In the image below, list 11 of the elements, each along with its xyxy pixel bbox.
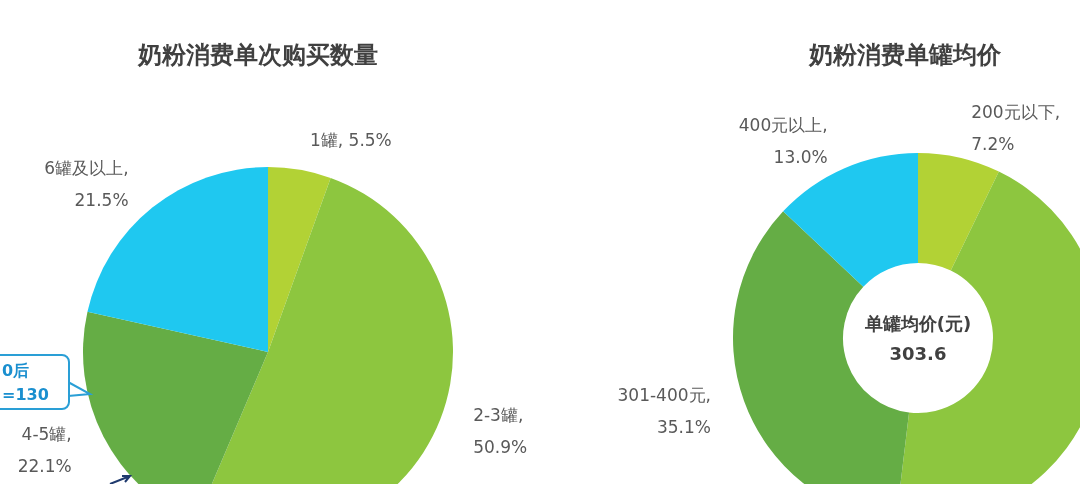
data-label: 301-400元, 35.1% — [617, 385, 711, 438]
data-label: 4-5罐, 22.1% — [17, 424, 72, 477]
data-label: 200元以下, 7.2% — [971, 102, 1061, 155]
data-label: 1罐, 5.5% — [309, 130, 392, 151]
data-label: 6罐及以上, 21.5% — [44, 158, 129, 211]
data-label: 400元以上, 13.0% — [738, 114, 828, 167]
text: 0后 =130 — [0, 354, 70, 410]
text: 单罐均价(元) 303.6 — [863, 312, 972, 364]
chart-title: 奶粉消费单次购买数量 — [137, 41, 378, 69]
chart-title: 奶粉消费单罐均价 — [808, 41, 1002, 69]
data-label: 2-3罐, 50.9% — [473, 404, 528, 457]
